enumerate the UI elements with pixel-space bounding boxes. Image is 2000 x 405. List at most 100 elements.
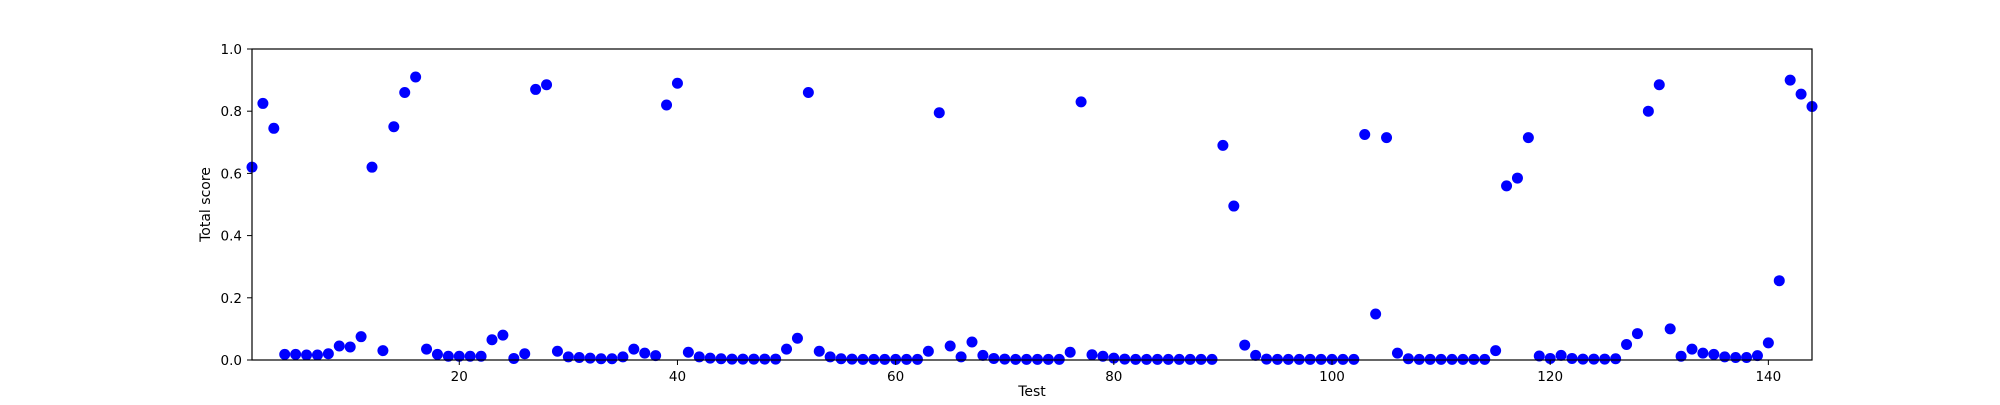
data-point xyxy=(1610,353,1622,365)
data-point xyxy=(1173,353,1185,365)
data-point xyxy=(1042,353,1054,365)
data-point xyxy=(1446,353,1458,365)
data-point xyxy=(290,348,302,360)
data-point xyxy=(1381,132,1393,144)
data-point xyxy=(366,161,378,173)
data-point xyxy=(1555,349,1567,361)
data-point xyxy=(1795,88,1807,100)
data-point xyxy=(1391,347,1403,359)
data-point xyxy=(1031,353,1043,365)
data-point xyxy=(1108,352,1120,364)
data-point xyxy=(955,351,967,363)
y-tick-label: 0.4 xyxy=(221,229,242,245)
data-point xyxy=(715,353,727,365)
data-point xyxy=(1326,353,1338,365)
data-point xyxy=(890,353,902,365)
data-point xyxy=(388,121,400,133)
x-tick-label: 20 xyxy=(451,369,468,385)
data-point xyxy=(1577,353,1589,365)
data-point xyxy=(1119,353,1131,365)
data-point xyxy=(431,348,443,360)
data-point xyxy=(922,345,934,357)
data-point xyxy=(595,353,607,365)
data-point xyxy=(1315,353,1327,365)
data-point xyxy=(1708,348,1720,360)
data-point xyxy=(1141,353,1153,365)
data-point xyxy=(519,348,531,360)
data-point xyxy=(1075,96,1087,108)
data-point xyxy=(693,351,705,363)
ticks-layer: 20 40 60 80 100 120 140 0.0 0.2 0.4 0.6 0.8 1.0 xyxy=(221,42,1782,385)
data-point xyxy=(1413,353,1425,365)
data-point xyxy=(835,353,847,365)
data-point xyxy=(1719,351,1731,363)
data-point xyxy=(475,350,487,362)
data-point xyxy=(1195,353,1207,365)
data-point xyxy=(257,97,269,109)
data-point xyxy=(868,353,880,365)
x-tick-label: 120 xyxy=(1537,369,1563,385)
data-point xyxy=(508,352,520,364)
data-point xyxy=(1021,353,1033,365)
data-point xyxy=(1468,353,1480,365)
data-point xyxy=(1304,353,1316,365)
data-point xyxy=(911,353,923,365)
data-point xyxy=(1424,353,1436,365)
data-point xyxy=(1773,275,1785,287)
data-point xyxy=(410,71,422,83)
x-tick-label: 60 xyxy=(887,369,904,385)
data-point xyxy=(704,352,716,364)
data-point xyxy=(268,122,280,134)
data-point xyxy=(748,353,760,365)
data-point xyxy=(661,99,673,111)
data-point xyxy=(944,340,956,352)
data-point xyxy=(824,351,836,363)
data-point xyxy=(1642,105,1654,117)
data-point xyxy=(1511,172,1523,184)
data-point xyxy=(1522,132,1534,144)
data-point xyxy=(279,348,291,360)
data-point xyxy=(737,353,749,365)
data-point xyxy=(1457,353,1469,365)
data-point xyxy=(1206,353,1218,365)
data-point xyxy=(1588,353,1600,365)
data-point xyxy=(1686,343,1698,355)
y-tick-label: 0.8 xyxy=(221,104,242,120)
data-point xyxy=(584,352,596,364)
data-point xyxy=(1250,349,1262,361)
data-point xyxy=(759,353,771,365)
data-point xyxy=(1697,347,1709,359)
data-point xyxy=(1784,74,1796,86)
data-point xyxy=(562,351,574,363)
data-point xyxy=(1162,353,1174,365)
data-point xyxy=(1282,353,1294,365)
data-point xyxy=(1130,353,1142,365)
data-point xyxy=(1271,353,1283,365)
data-point xyxy=(355,331,367,343)
data-point xyxy=(1479,353,1491,365)
y-tick-label: 1.0 xyxy=(221,42,242,58)
data-point xyxy=(977,349,989,361)
data-point xyxy=(377,345,389,357)
data-point xyxy=(770,353,782,365)
x-tick-label: 140 xyxy=(1755,369,1781,385)
data-point xyxy=(311,349,323,361)
x-tick-label: 40 xyxy=(669,369,686,385)
data-point xyxy=(421,343,433,355)
data-point xyxy=(301,349,313,361)
data-point xyxy=(464,350,476,362)
data-point xyxy=(628,343,640,355)
data-point xyxy=(846,353,858,365)
data-point xyxy=(901,353,913,365)
data-point xyxy=(813,345,825,357)
data-point xyxy=(1566,352,1578,364)
data-point xyxy=(1621,338,1633,350)
data-point xyxy=(1490,345,1502,357)
data-point xyxy=(1675,350,1687,362)
data-point xyxy=(453,350,465,362)
data-point xyxy=(1151,353,1163,365)
data-point xyxy=(1730,352,1742,364)
data-point xyxy=(1097,350,1109,362)
data-point xyxy=(999,353,1011,365)
